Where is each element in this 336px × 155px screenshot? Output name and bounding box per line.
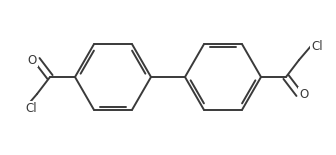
Text: O: O [28,53,37,66]
Text: O: O [299,88,308,100]
Text: Cl: Cl [311,40,323,53]
Text: Cl: Cl [25,102,37,115]
